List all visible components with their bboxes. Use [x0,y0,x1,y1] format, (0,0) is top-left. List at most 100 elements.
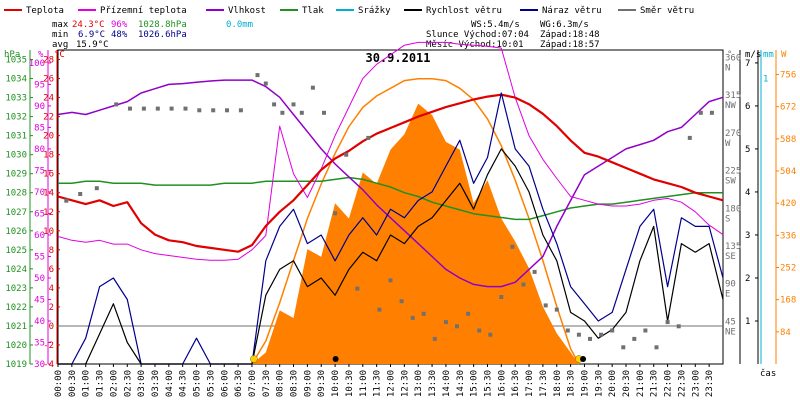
wind-dir-point-54 [698,110,703,115]
axis-label-pressure_hpa-0: 1019 [5,360,27,370]
x-tick-label-39: 19:30 [594,370,604,397]
wind-dir-point-42 [565,328,570,333]
axis-label-wind-ms-2: 3 [745,231,750,241]
wind-dir-point-48 [632,336,637,341]
wind-dir-point-20 [322,110,326,115]
axis-label-temperature_c-4: 4 [49,284,54,294]
axis-unit-percent: % [38,50,44,60]
axis-label-temperature_c-13: 22 [43,113,54,123]
wind-dir-point-45 [599,332,604,337]
axis-label-humidity_pct-1: 35 [34,338,45,348]
wind-dir-point-1 [78,192,83,196]
wind-dir-point-36 [499,295,504,299]
x-tick-label-10: 05:00 [193,370,203,397]
wind-dir-point-43 [576,332,581,337]
axis-label-temperature_c-11: 18 [43,151,54,161]
stats-max-rain: 0.0mm [226,20,253,30]
info-mesic-zapad: Západ:18:57 [540,40,600,50]
wind-dir-point-26 [388,278,393,283]
axis-label-solar-5: 504 [780,167,796,177]
wind-dir-point-3 [114,102,119,107]
axis-label-temperature_c-0: -4 [43,360,54,370]
x-tick-label-45: 22:30 [677,370,687,397]
wind-dir-point-13 [255,73,260,78]
chart-title: 30.9.2011 [365,51,430,65]
legend-label-4: Srážky [358,6,391,16]
legend-label-7: Směr větru [640,6,694,16]
wind-dir-point-8 [183,106,188,111]
x-tick-label-36: 18:00 [553,370,563,397]
x-tick-label-4: 02:00 [109,370,119,397]
wind-dir-point-16 [280,110,285,115]
stats-max-hum: 96% [111,20,128,30]
wind-dir-point-47 [621,345,626,350]
info-slunce: Slunce Východ:07:04 [426,30,529,40]
axis-label-wind-ms-0: 1 [745,317,750,327]
wind-dir-point-30 [432,336,437,341]
wind-dir-point-9 [197,108,202,113]
x-tick-label-24: 12:00 [387,370,397,397]
axis-label-pressure_hpa-12: 1031 [5,132,27,142]
stats-max-label: max [52,20,69,30]
axis-label-wind-ms-3: 4 [745,188,750,198]
wind-dir-point-4 [128,106,132,111]
x-tick-label-31: 15:30 [484,370,494,397]
x-tick-label-12: 06:00 [220,370,230,397]
moonset-icon [580,356,587,362]
wind-dir-point-44 [588,336,592,341]
x-tick-label-43: 21:30 [650,370,660,397]
x-tick-label-46: 23:00 [691,370,701,397]
stats-max-temp: 24.3°C [72,20,105,30]
x-tick-label-19: 09:30 [317,370,327,397]
axis-label-wind-dircard-0: NE [725,327,736,337]
sunrise-icon [250,355,258,363]
wind-dir-point-51 [665,320,670,325]
x-tick-label-9: 04:30 [179,370,189,397]
x-tick-label-20: 10:00 [331,370,341,397]
axis-label-temperature_c-9: 14 [43,189,54,199]
wind-dir-point-38 [521,282,526,287]
axis-label-temperature_c-15: 26 [43,75,54,85]
axis-label-wind-dircard-2: SE [725,252,736,262]
legend-label-2: Vlhkost [228,6,266,16]
axis-label-pressure_hpa-1: 1020 [5,341,27,351]
info-block: WS:5.4m/s WG:6.3m/s Slunce Východ:07:04 … [426,20,600,50]
axis-unit-w: W [781,50,787,60]
axis-label-pressure_hpa-5: 1024 [5,265,27,275]
x-tick-label-3: 01:30 [96,370,106,397]
stats-min-hum: 48% [111,30,128,40]
wind-dir-point-23 [355,286,360,291]
legend-label-6: Náraz větru [542,6,602,16]
axis-label-pressure_hpa-8: 1027 [5,208,27,218]
axis-label-solar-4: 420 [780,199,796,209]
axis-label-humidity_pct-0: 30 [34,360,45,370]
axis-label-temperature_c-6: 8 [49,246,54,256]
axis-label-wind-ms-5: 6 [745,102,750,112]
legend-label-0: Teplota [26,6,64,16]
x-tick-label-6: 03:00 [137,370,147,397]
x-tick-label-34: 17:00 [525,370,535,397]
wind-dir-point-32 [455,324,459,329]
wind-dir-point-0 [64,198,69,203]
axis-label-pressure_hpa-4: 1023 [5,284,27,294]
info-ws: WS:5.4m/s [471,20,520,30]
wind-dir-point-34 [477,328,482,333]
axis-label-solar-0: 84 [780,328,791,338]
axis-label-humidity_pct-3: 45 [34,295,45,305]
x-tick-label-15: 07:30 [262,370,272,397]
axis-label-solar-8: 756 [780,71,796,81]
wind-dir-point-22 [344,152,349,157]
wind-dir-point-49 [643,328,648,333]
wind-dir-point-52 [676,324,681,329]
x-tick-label-38: 19:00 [581,370,591,397]
x-tick-label-2: 01:00 [82,370,92,397]
x-tick-label-27: 13:30 [428,370,438,397]
wind-dir-point-28 [410,315,415,320]
axis-label-wind-dir-5: 270 [725,129,741,139]
axis-unit-ms: m/s [745,50,761,60]
x-tick-label-42: 21:00 [636,370,646,397]
info-slunce-zapad: Západ:18:48 [540,30,600,40]
series-line-teplota [57,93,724,253]
axis-label-wind-dir-1: 90 [725,280,736,290]
series-area-slunce [252,103,579,364]
